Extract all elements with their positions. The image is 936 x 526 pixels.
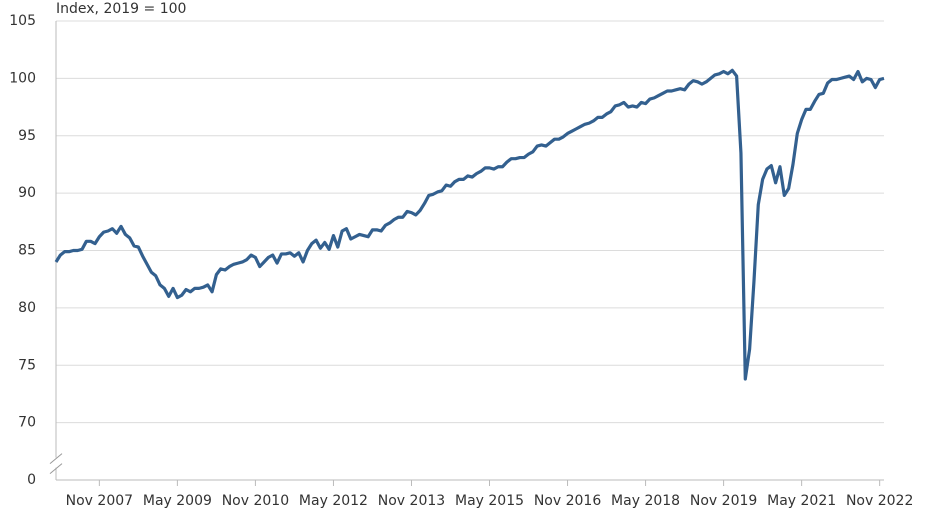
x-tick-label: Nov 2010: [222, 493, 289, 509]
x-tick-label: Nov 2007: [66, 493, 133, 509]
y-tick-label: 100: [9, 70, 36, 86]
y-tick-label: 95: [18, 128, 36, 144]
y-tick-label: 75: [18, 357, 36, 373]
x-tick-label: Nov 2019: [690, 493, 757, 509]
axis-break: [49, 453, 63, 465]
chart-subtitle: Index, 2019 = 100: [56, 1, 186, 17]
data-line: [54, 68, 885, 381]
y-tick-label: 85: [18, 243, 36, 259]
y-tick-label: 0: [27, 472, 36, 488]
x-tick-label: May 2009: [143, 493, 212, 509]
x-tick-label: May 2012: [299, 493, 368, 509]
x-tick-label: May 2015: [455, 493, 524, 509]
x-tick-label: Nov 2016: [534, 493, 601, 509]
x-tick-label: Nov 2013: [378, 493, 445, 509]
y-tick-label: 70: [18, 415, 36, 431]
axis-break: [49, 463, 63, 475]
y-tick-label: 90: [18, 185, 36, 201]
y-tick-label: 105: [9, 13, 36, 29]
x-tick-label: May 2018: [611, 493, 680, 509]
x-tick-label: May 2021: [767, 493, 836, 509]
y-tick-label: 80: [18, 300, 36, 316]
x-tick-label: Nov 2022: [846, 493, 913, 509]
